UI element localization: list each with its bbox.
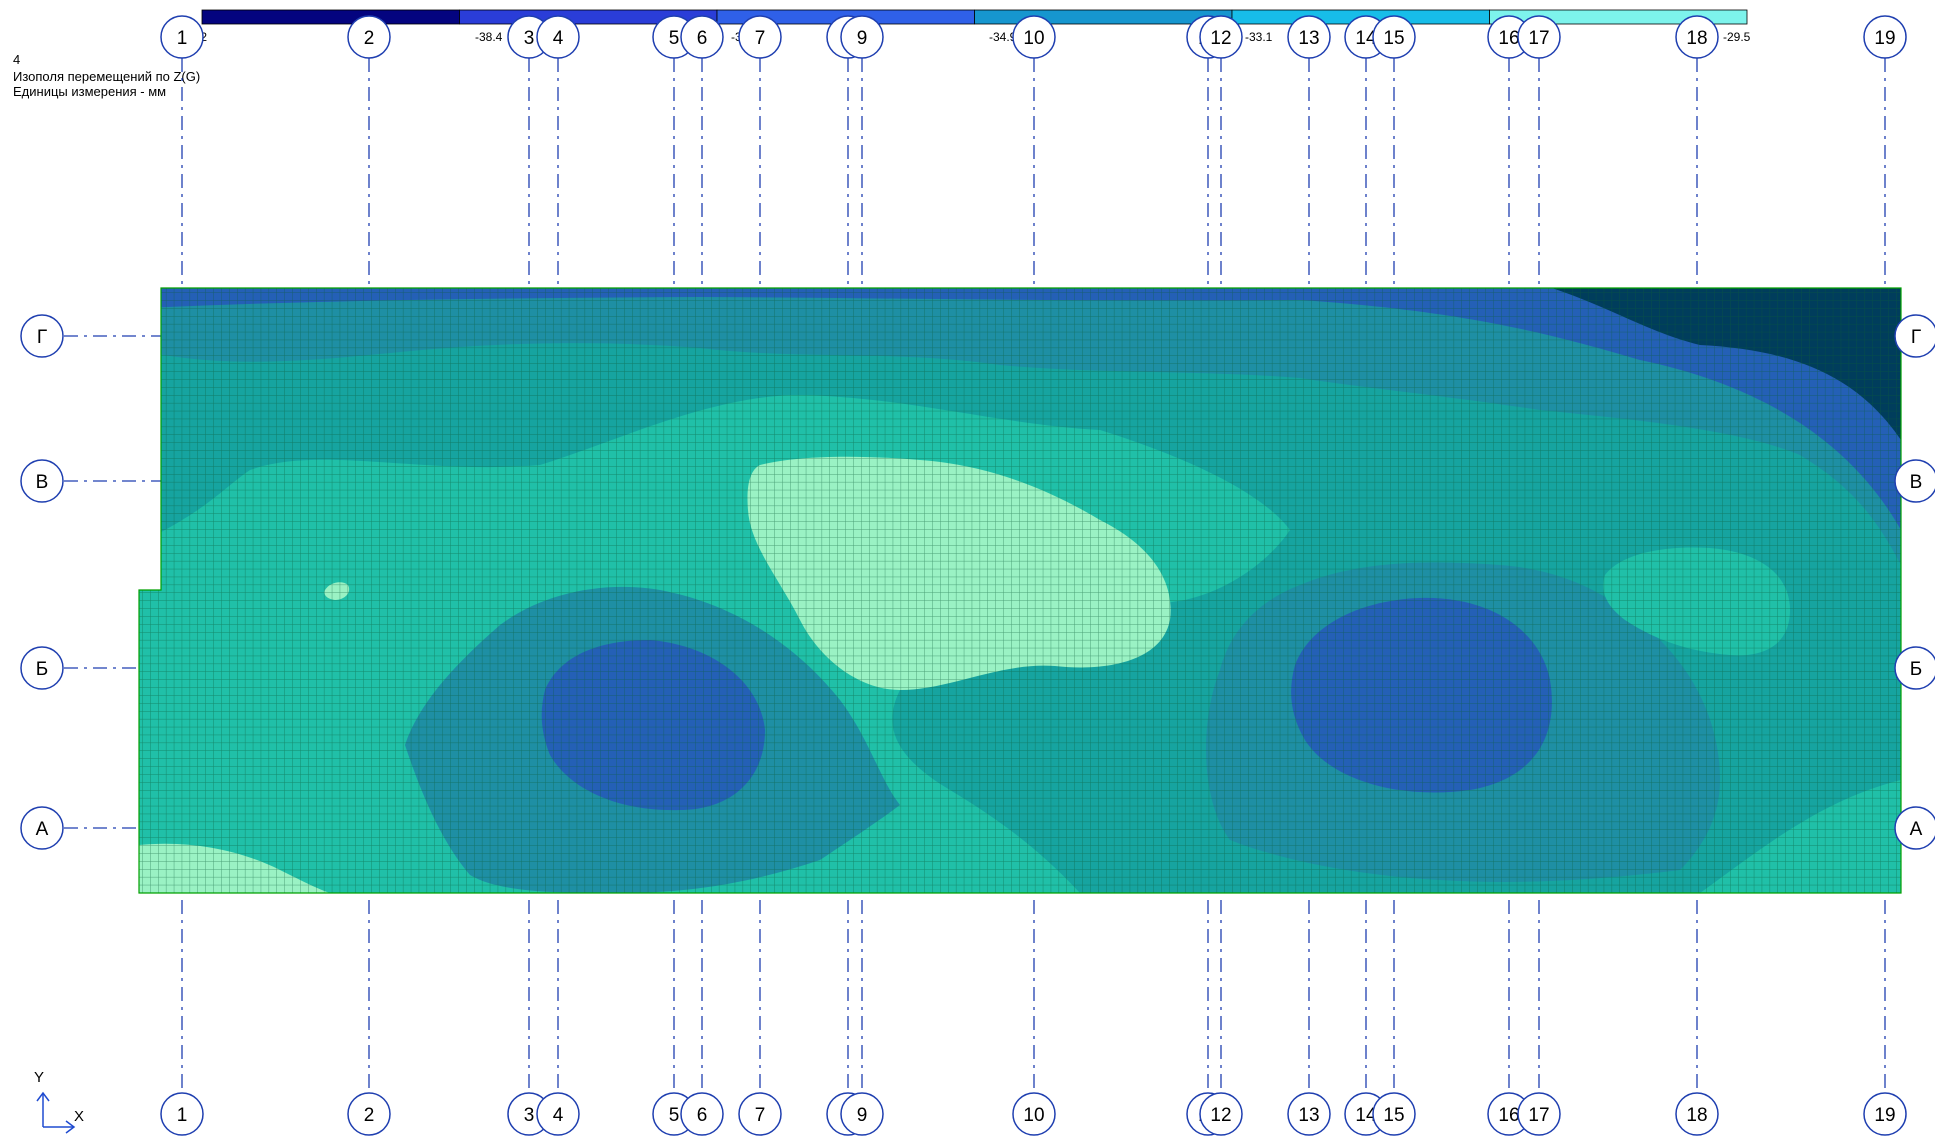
axis-label-bottom-4: 4	[553, 1105, 564, 1126]
axis-bubble-bottom-18	[1675, 1092, 1719, 1136]
fe-mesh	[139, 288, 1901, 893]
axis-bubble-bottom-15	[1372, 1092, 1416, 1136]
axis-label-top-6: 6	[697, 28, 708, 49]
legend-label-7: -29.5	[1723, 30, 1751, 44]
axis-bubble-top-13	[1287, 15, 1331, 59]
axis-label-top-3: 3	[524, 28, 535, 49]
axis-bubble-right-2	[1894, 459, 1935, 503]
axis-label-top-10: 10	[1023, 28, 1044, 49]
axis-label-top-2: 2	[364, 28, 375, 49]
axis-label-top-5: 5	[669, 28, 680, 49]
x-arrow-head	[65, 1120, 76, 1134]
axis-label-right-2: В	[1910, 472, 1923, 493]
axis-label-top-19: 19	[1874, 28, 1895, 49]
axis-label-top-15: 15	[1383, 28, 1404, 49]
axis-label-bottom-10: 10	[1023, 1105, 1044, 1126]
axis-bubble-bottom-19	[1863, 1092, 1907, 1136]
units-label: Единицы измерения - мм	[13, 84, 166, 99]
axis-label-top-9: 9	[857, 28, 868, 49]
axis-label-top-4: 4	[553, 28, 564, 49]
axis-label-bottom-13: 13	[1298, 1105, 1319, 1126]
axis-bubble-bottom-12	[1199, 1092, 1243, 1136]
legend-swatch-6	[1489, 9, 1748, 25]
axis-bubble-top-19	[1863, 15, 1907, 59]
axis-bubble-top-6	[680, 15, 724, 59]
axis-bubble-top-1	[160, 15, 204, 59]
axis-label-left-2: В	[36, 472, 49, 493]
legend-swatch-1	[201, 9, 460, 25]
axis-label-bottom-2: 2	[364, 1105, 375, 1126]
axis-label-top-1: 1	[177, 28, 188, 49]
axis-bubble-left-4	[20, 806, 64, 850]
axis-bubble-bottom-9	[840, 1092, 884, 1136]
axis-bubble-top-2	[347, 15, 391, 59]
y-axis-label: Y	[34, 1069, 44, 1086]
axis-bubble-top-10	[1012, 15, 1056, 59]
axis-bubble-top-4	[536, 15, 580, 59]
axis-label-bottom-14: 14	[1355, 1105, 1377, 1126]
axis-label-bottom-5: 5	[669, 1105, 680, 1126]
axis-label-top-12: 12	[1210, 28, 1231, 49]
axis-label-left-3: Б	[36, 659, 48, 680]
legend-label-5: -33.1	[1245, 30, 1273, 44]
axis-bubble-right-4	[1894, 806, 1935, 850]
axis-label-top-7: 7	[755, 28, 766, 49]
plate-contours	[139, 288, 1901, 893]
axis-label-bottom-7: 7	[755, 1105, 766, 1126]
axis-label-bottom-19: 19	[1874, 1105, 1895, 1126]
axis-bubble-top-18	[1675, 15, 1719, 59]
axis-label-bottom-6: 6	[697, 1105, 708, 1126]
axis-bubble-top-17	[1517, 15, 1561, 59]
axis-bubble-right-3	[1894, 646, 1935, 690]
axis-bubble-top-7	[738, 15, 782, 59]
axis-label-bottom-18: 18	[1686, 1105, 1707, 1126]
axis-bubble-right-1	[1894, 314, 1935, 358]
plot-title: Изополя перемещений по Z(G)	[13, 69, 200, 84]
axis-bubble-left-2	[20, 459, 64, 503]
axis-label-right-3: Б	[1910, 659, 1922, 680]
axis-label-top-18: 18	[1686, 28, 1707, 49]
axis-bubble-bottom-6	[680, 1092, 724, 1136]
axis-bubble-bottom-1	[160, 1092, 204, 1136]
axis-bubble-bottom-17	[1517, 1092, 1561, 1136]
axis-bubble-top-12	[1199, 15, 1243, 59]
axis-bubble-top-9	[840, 15, 884, 59]
plate-outline	[138, 287, 1902, 894]
axis-label-bottom-12: 12	[1210, 1105, 1231, 1126]
axis-label-bottom-3: 3	[524, 1105, 535, 1126]
axis-bubble-bottom-4	[536, 1092, 580, 1136]
legend-label-2: -38.4	[475, 30, 503, 44]
x-axis-label: X	[74, 1108, 84, 1125]
load-case-number: 4	[13, 52, 20, 67]
axis-label-top-17: 17	[1528, 28, 1549, 49]
axis-label-top-14: 14	[1355, 28, 1377, 49]
grid-axis-bubbles: 1122334455667788991010111112121313141415…	[20, 15, 1935, 1136]
axis-bubble-left-1	[20, 314, 64, 358]
axis-label-right-1: Г	[1911, 327, 1921, 348]
legend-label-4: -34.9	[989, 30, 1017, 44]
axis-bubble-bottom-7	[738, 1092, 782, 1136]
axis-bubble-bottom-2	[347, 1092, 391, 1136]
axis-bubble-bottom-13	[1287, 1092, 1331, 1136]
axis-label-right-4: А	[1910, 819, 1923, 840]
axis-label-bottom-1: 1	[177, 1105, 188, 1126]
axis-bubble-bottom-10	[1012, 1092, 1056, 1136]
coordinate-axes-icon: Y X	[34, 1069, 84, 1134]
axis-label-bottom-15: 15	[1383, 1105, 1404, 1126]
axis-label-left-4: А	[36, 819, 49, 840]
axis-bubble-top-15	[1372, 15, 1416, 59]
y-arrow-head	[36, 1091, 50, 1102]
axis-bubble-left-3	[20, 646, 64, 690]
axis-label-top-16: 16	[1498, 28, 1519, 49]
axis-label-bottom-17: 17	[1528, 1105, 1549, 1126]
axis-label-top-13: 13	[1298, 28, 1319, 49]
axis-label-bottom-16: 16	[1498, 1105, 1519, 1126]
axis-label-bottom-9: 9	[857, 1105, 868, 1126]
axis-label-left-1: Г	[37, 327, 47, 348]
grid-axis-lines	[64, 58, 1886, 1092]
plot-info: 4 Изополя перемещений по Z(G) Единицы из…	[13, 52, 200, 99]
